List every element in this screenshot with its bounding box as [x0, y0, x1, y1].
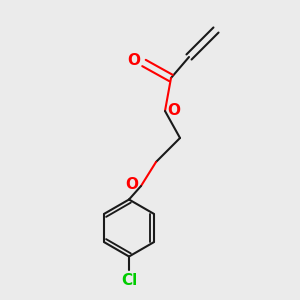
- Text: O: O: [125, 177, 138, 192]
- Text: Cl: Cl: [121, 273, 137, 288]
- Text: O: O: [127, 53, 140, 68]
- Text: O: O: [167, 103, 181, 118]
